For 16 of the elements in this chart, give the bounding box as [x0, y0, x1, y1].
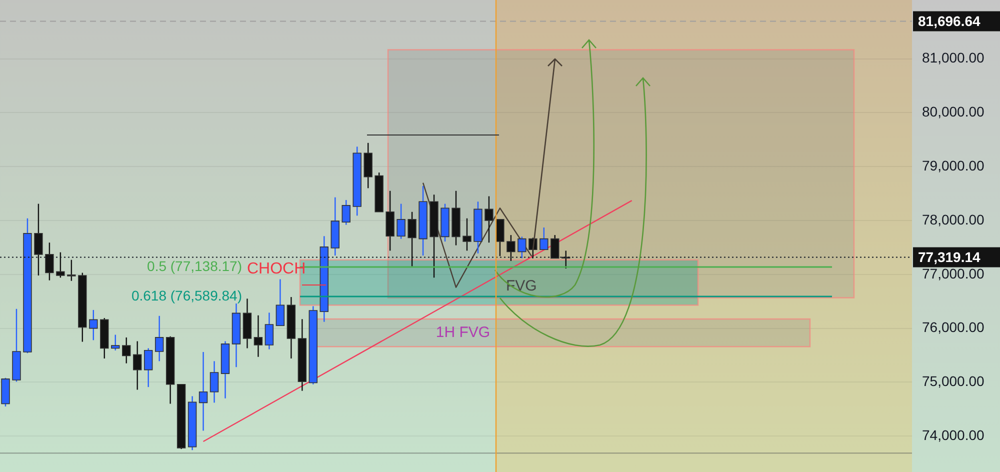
- y-tick-label: 75,000.00: [922, 373, 984, 390]
- y-tick-label: 79,000.00: [922, 157, 984, 174]
- y-tick-label: 81,000.00: [922, 50, 984, 66]
- ref-line-label: 0.5 (77,138.17): [147, 258, 242, 274]
- ref-line-label: 77,319.14: [918, 249, 980, 266]
- y-tick-label: 76,000.00: [922, 319, 984, 336]
- candlestick: [264, 312, 274, 350]
- ref-line-label: 0.618 (76,589.84): [131, 287, 242, 304]
- ref-line-label: 81,696.64: [918, 13, 980, 30]
- y-tick-label: 74,000.00: [922, 426, 984, 443]
- candlestick: [210, 360, 219, 404]
- annotation: CHOCH: [247, 260, 306, 278]
- y-tick-label: 77,000.00: [922, 265, 984, 282]
- band-label: 1H FVG: [436, 324, 490, 341]
- y-tick-label: 78,000.00: [922, 211, 984, 228]
- y-tick-label: 80,000.00: [922, 104, 984, 120]
